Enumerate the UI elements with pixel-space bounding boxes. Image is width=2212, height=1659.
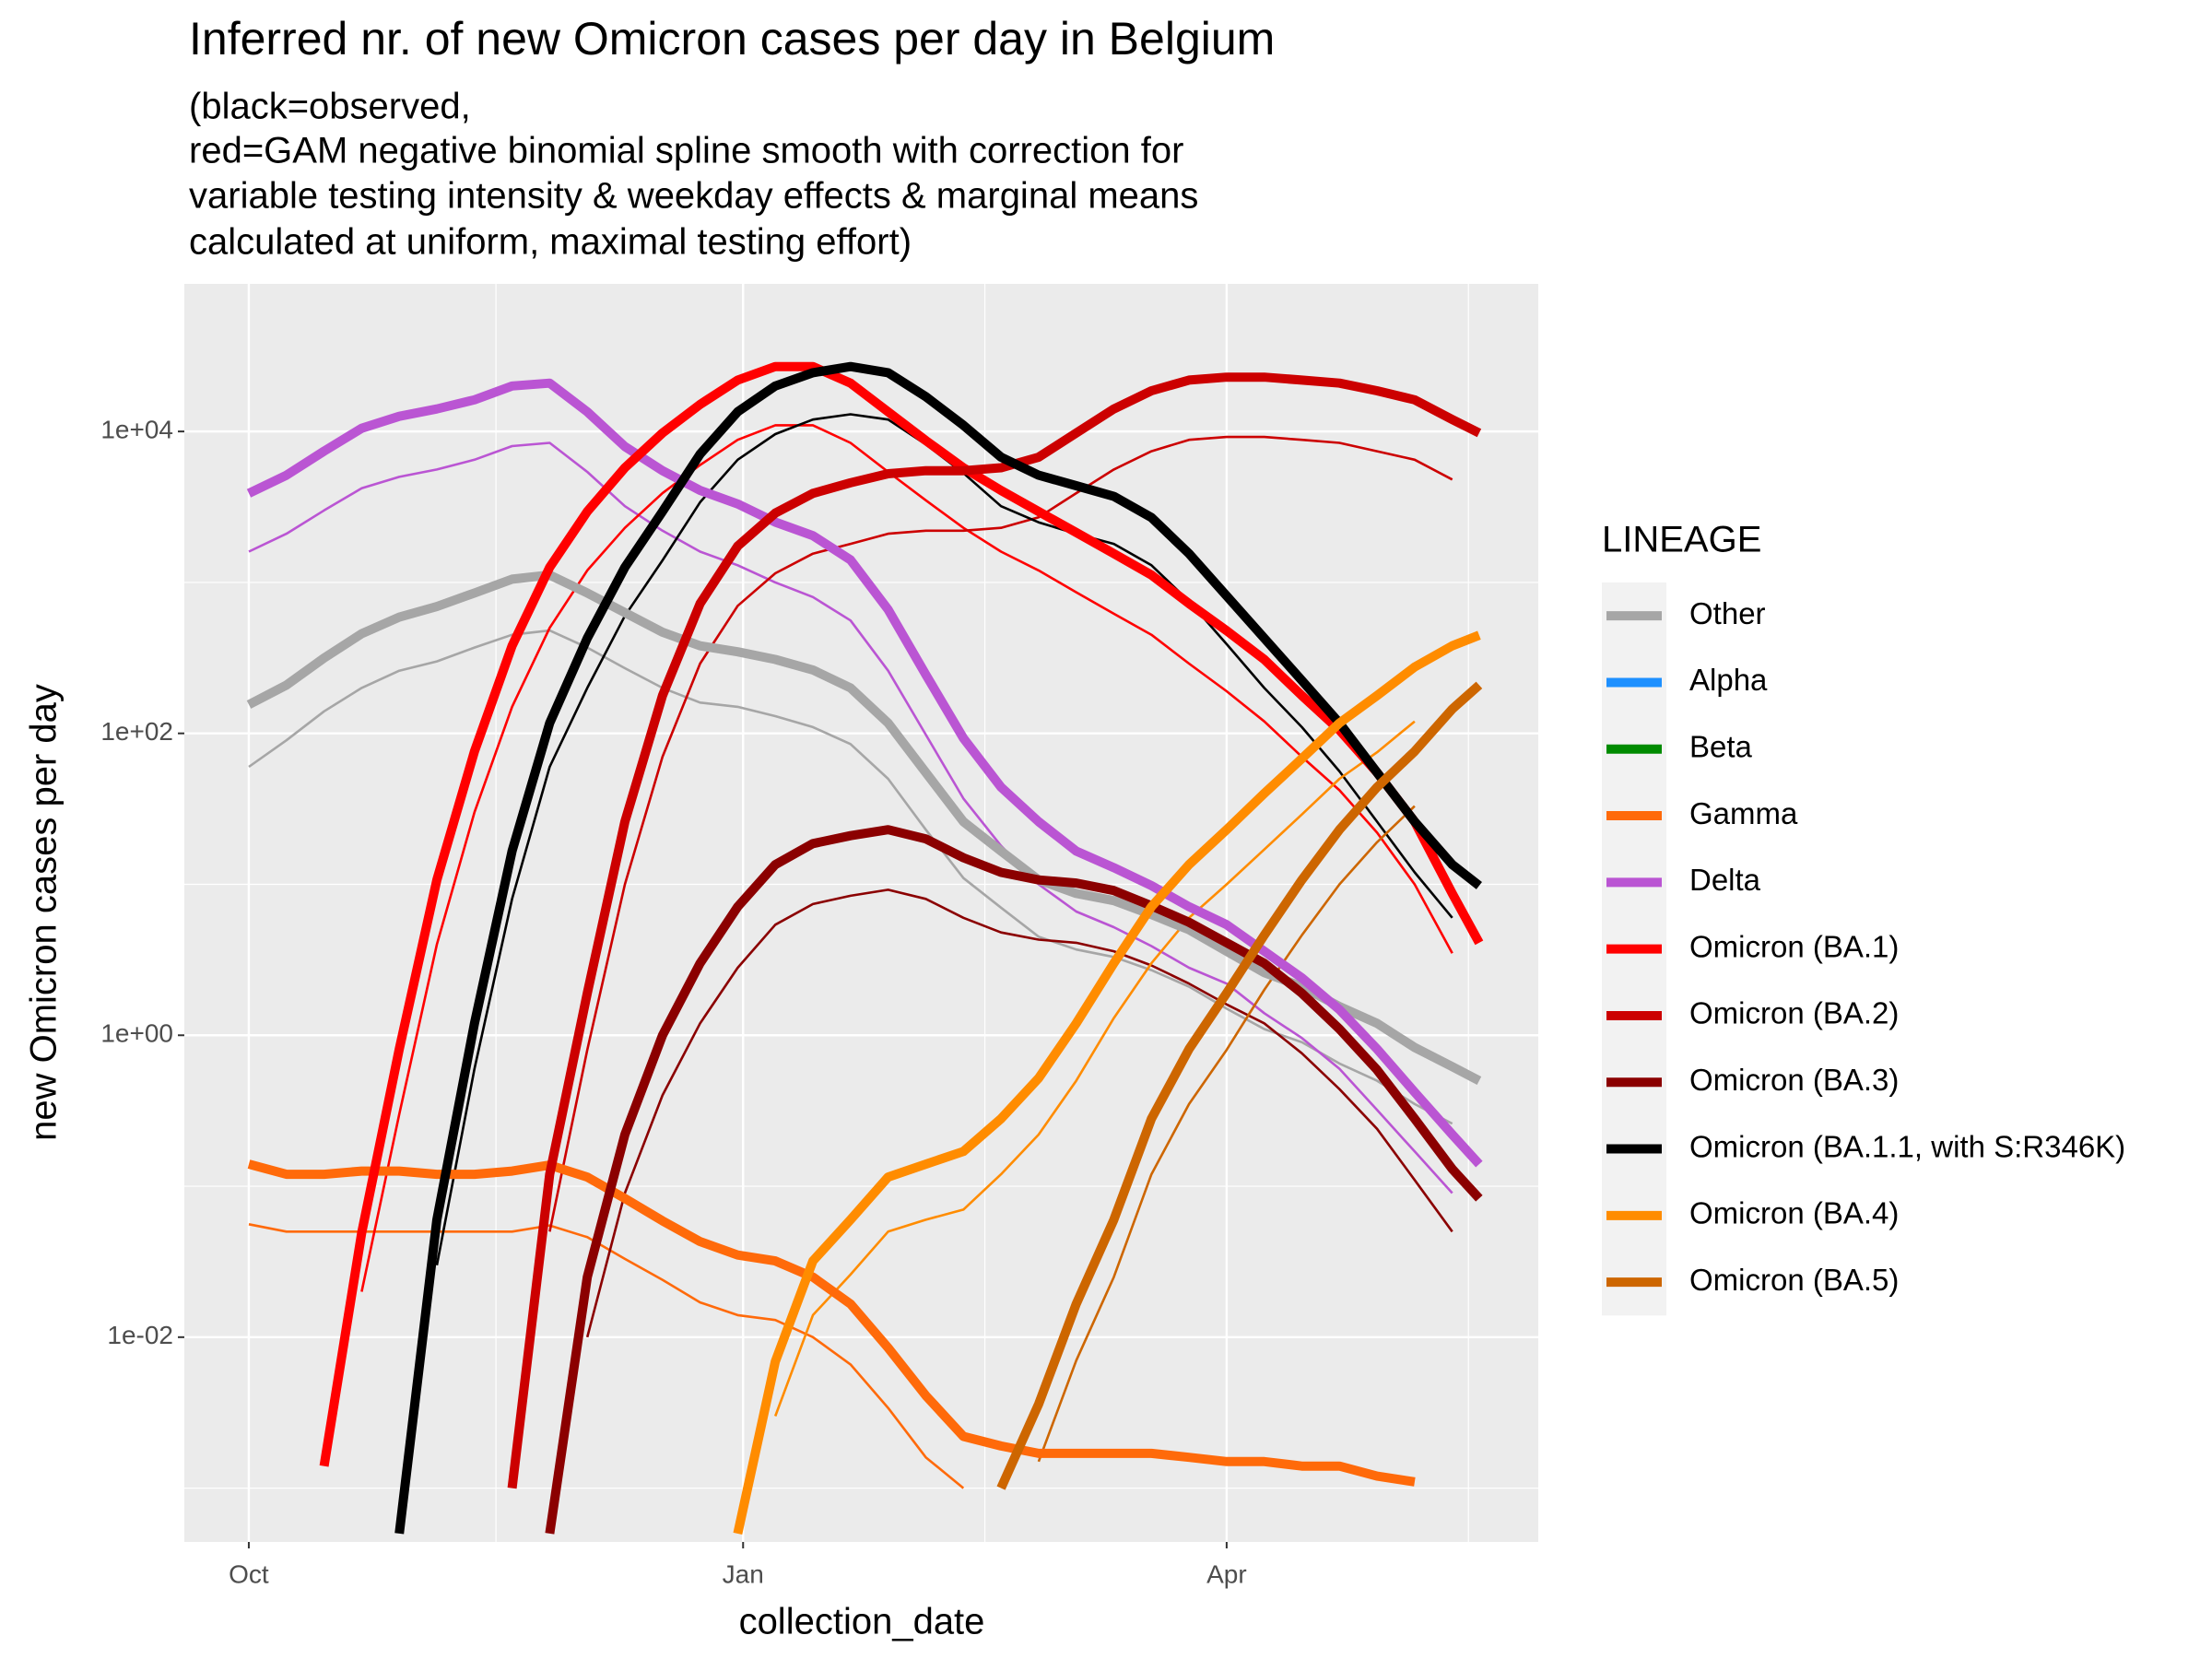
legend-label: Alpha bbox=[1689, 663, 1768, 697]
legend-label: Other bbox=[1689, 596, 1766, 630]
legend-label: Beta bbox=[1689, 729, 1753, 763]
observed-line bbox=[773, 720, 1416, 1417]
legend: Other Alpha Beta Gamma Delta Omicron (BA.1) Om… bbox=[1602, 582, 2125, 1316]
x-axis-title: collection_date bbox=[739, 1602, 985, 1642]
legend-label: Omicron (BA.1.1, with S:R346K) bbox=[1689, 1129, 2125, 1163]
y-axis-title: new Omicron cases per day bbox=[24, 684, 65, 1141]
subtitle-line: (black=observed, bbox=[189, 87, 471, 127]
x-tick-label: Jan bbox=[723, 1559, 764, 1588]
observed-line bbox=[360, 424, 1453, 1292]
fitted-line bbox=[319, 361, 1484, 1467]
observed-line bbox=[248, 629, 1453, 1125]
y-tick-label: 1e+02 bbox=[100, 717, 173, 746]
observed-line bbox=[1037, 805, 1416, 1463]
observed-line bbox=[548, 435, 1453, 1232]
fitted-line bbox=[733, 630, 1481, 1535]
legend-label: Omicron (BA.1) bbox=[1689, 929, 1899, 963]
fitted-line bbox=[246, 378, 1483, 1168]
legend-label: Gamma bbox=[1689, 796, 1798, 830]
subtitle-line: calculated at uniform, maximal testing e… bbox=[189, 222, 912, 263]
legend-title: LINEAGE bbox=[1602, 520, 1761, 560]
fitted-line bbox=[507, 372, 1482, 1489]
observed-line bbox=[248, 1223, 965, 1489]
subtitle-line: red=GAM negative binomial spline smooth … bbox=[189, 131, 1183, 171]
legend-label: Omicron (BA.3) bbox=[1689, 1063, 1899, 1097]
observed-line bbox=[248, 441, 1453, 1194]
plot-panel bbox=[184, 284, 1538, 1542]
subtitle-line: variable testing intensity & weekday eff… bbox=[189, 176, 1198, 217]
legend-label: Omicron (BA.5) bbox=[1689, 1263, 1899, 1297]
lines bbox=[246, 361, 1484, 1535]
legend-label: Omicron (BA.2) bbox=[1689, 996, 1899, 1030]
y-tick-label: 1e-02 bbox=[107, 1321, 173, 1349]
x-tick-label: Oct bbox=[229, 1559, 269, 1588]
x-tick-label: Apr bbox=[1206, 1559, 1247, 1588]
fitted-line bbox=[394, 361, 1482, 1535]
fitted-line bbox=[996, 681, 1483, 1490]
chart-title: Inferred nr. of new Omicron cases per da… bbox=[189, 13, 1275, 65]
y-tick-label: 1e+00 bbox=[100, 1019, 173, 1048]
observed-line bbox=[585, 888, 1453, 1338]
legend-label: Delta bbox=[1689, 863, 1761, 897]
fitted-line bbox=[545, 825, 1483, 1535]
legend-label: Omicron (BA.4) bbox=[1689, 1196, 1899, 1230]
y-tick-label: 1e+04 bbox=[100, 416, 173, 444]
